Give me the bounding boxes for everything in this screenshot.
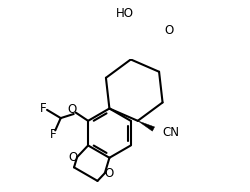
Polygon shape (137, 121, 154, 131)
Text: CN: CN (162, 126, 179, 139)
Text: HO: HO (116, 7, 134, 20)
Text: F: F (40, 102, 47, 115)
Text: O: O (68, 151, 77, 164)
Text: O: O (164, 24, 173, 37)
Polygon shape (130, 31, 141, 60)
Text: O: O (68, 103, 77, 116)
Text: O: O (104, 167, 113, 180)
Text: F: F (50, 128, 56, 141)
